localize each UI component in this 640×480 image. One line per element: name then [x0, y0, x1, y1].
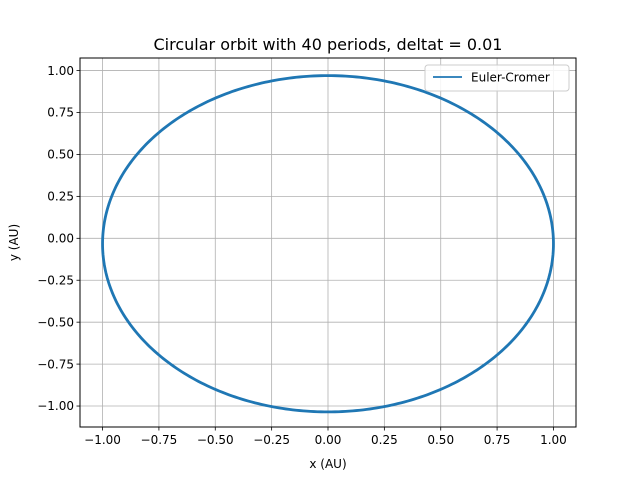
x-tick-label: −0.75: [141, 433, 178, 447]
x-tick-label: −1.00: [84, 433, 121, 447]
x-tick-label: 0.25: [371, 433, 398, 447]
x-axis-label: x (AU): [309, 457, 346, 471]
legend-label-euler-cromer: Euler-Cromer: [471, 71, 550, 85]
x-tick-label: 0.75: [484, 433, 511, 447]
y-axis-label: y (AU): [7, 224, 21, 261]
y-tick-label: 0.25: [47, 190, 74, 204]
x-tick-label: 0.00: [315, 433, 342, 447]
x-tick-label: −0.50: [197, 433, 234, 447]
legend-box: [424, 64, 570, 92]
y-tick-label: −0.50: [37, 315, 74, 329]
legend: Euler-Cromer: [424, 64, 570, 92]
y-tick-label: 0.00: [47, 232, 74, 246]
y-tick-label: 1.00: [47, 64, 74, 78]
y-tick-label: 0.75: [47, 106, 74, 120]
y-tick-label: −1.00: [37, 399, 74, 413]
grid-lines: [80, 58, 576, 427]
series-layer: [101, 74, 555, 414]
series-euler-cromer-orbit: [101, 74, 555, 414]
y-axis: −1.00 −0.75 −0.50 −0.25 0.00 0.25 0.50 0.75 1.00: [37, 64, 80, 413]
chart-title: Circular orbit with 40 periods, deltat =…: [154, 35, 503, 54]
x-tick-label: 0.50: [427, 433, 454, 447]
x-tick-label: 1.00: [540, 433, 567, 447]
x-axis: −1.00 −0.75 −0.50 −0.25 0.00 0.25 0.50 0.75 1.00: [84, 427, 567, 447]
y-tick-label: −0.25: [37, 273, 74, 287]
x-tick-label: −0.25: [253, 433, 290, 447]
y-tick-label: −0.75: [37, 357, 74, 371]
y-tick-label: 0.50: [47, 148, 74, 162]
